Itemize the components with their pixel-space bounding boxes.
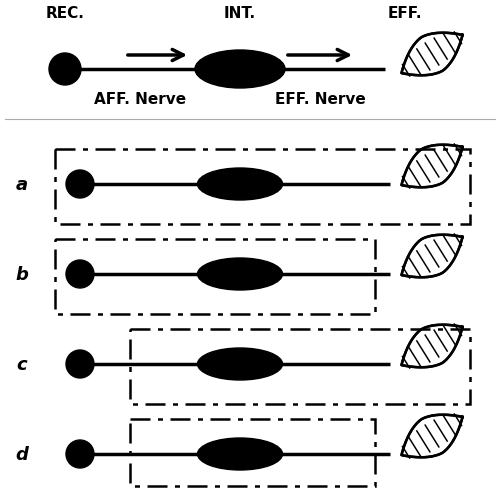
Polygon shape [402,34,462,76]
Ellipse shape [198,169,282,201]
Ellipse shape [195,51,285,89]
Ellipse shape [198,348,282,380]
Polygon shape [402,415,462,457]
Circle shape [66,440,94,468]
Bar [130,329,470,404]
Text: d: d [16,445,28,463]
Bar [55,150,470,224]
Bar [130,419,375,486]
Polygon shape [402,145,462,188]
Text: a: a [16,176,28,194]
Text: INT.: INT. [224,6,256,21]
Circle shape [66,261,94,288]
Text: b: b [16,265,28,284]
Ellipse shape [198,259,282,290]
Bar [55,240,375,314]
Text: AFF. Nerve: AFF. Nerve [94,92,186,107]
Circle shape [49,54,81,86]
Ellipse shape [198,438,282,470]
Text: c: c [16,355,28,373]
Circle shape [66,350,94,378]
Circle shape [66,171,94,199]
Text: EFF.: EFF. [388,6,422,21]
Text: REC.: REC. [46,6,84,21]
Polygon shape [402,235,462,278]
Text: EFF. Nerve: EFF. Nerve [274,92,366,107]
Polygon shape [402,325,462,367]
